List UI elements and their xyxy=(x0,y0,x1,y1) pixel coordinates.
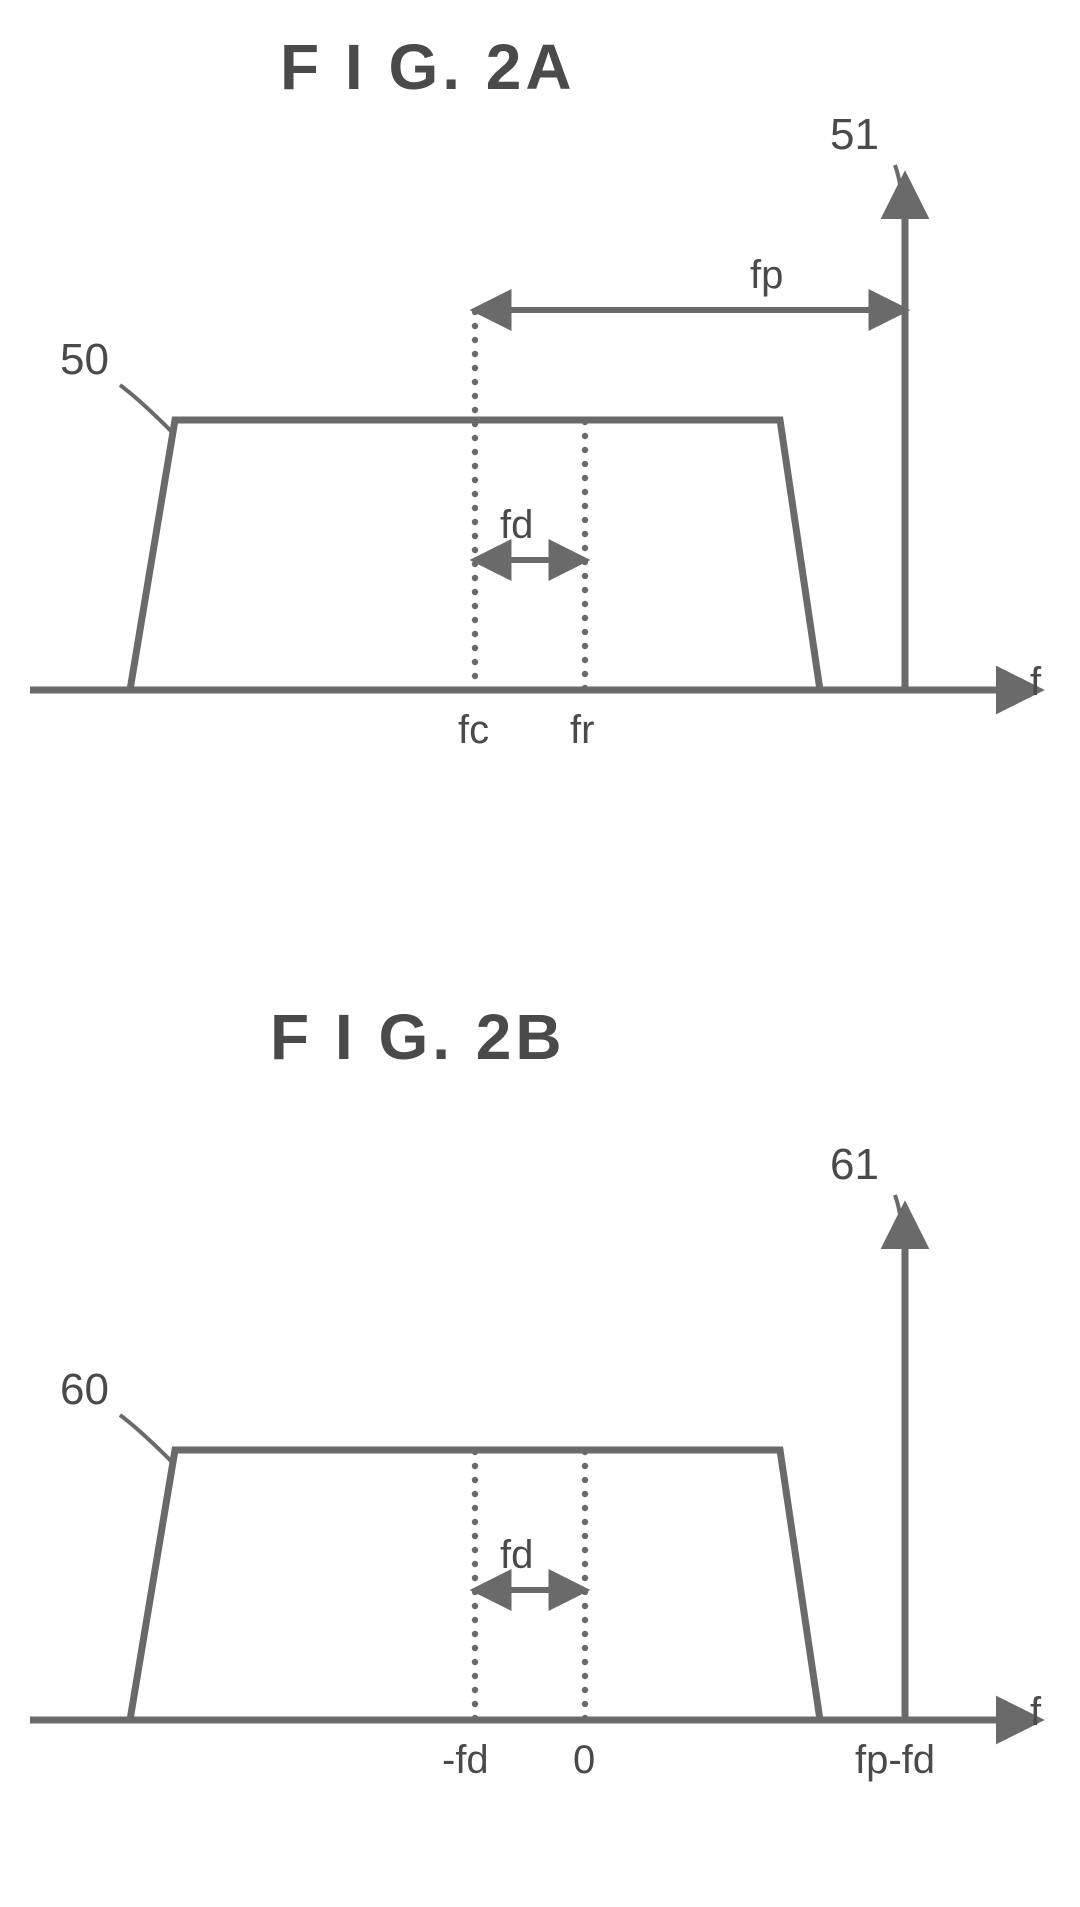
fp-minus-fd-label: fp-fd xyxy=(855,1738,935,1783)
callout-50-text: 50 xyxy=(60,335,109,385)
axis-f-label-a: f xyxy=(1030,660,1041,705)
fc-label: fc xyxy=(458,708,489,753)
fp-label: fp xyxy=(750,253,783,298)
fig-2b-diagram xyxy=(0,960,1080,1860)
callout-61-lead xyxy=(895,1195,902,1240)
axis-f-label-b: f xyxy=(1030,1690,1041,1735)
fd-label-a: fd xyxy=(500,503,533,548)
trapezoid-60 xyxy=(130,1450,820,1720)
fd-label-b: fd xyxy=(500,1533,533,1578)
fr-label: fr xyxy=(570,708,594,753)
callout-51-lead xyxy=(895,165,902,210)
minus-fd-label: -fd xyxy=(442,1738,489,1783)
zero-label: 0 xyxy=(573,1738,595,1783)
fig-2a-diagram xyxy=(0,0,1080,800)
callout-61-text: 61 xyxy=(830,1140,879,1190)
callout-50-lead xyxy=(120,385,172,432)
callout-51-text: 51 xyxy=(830,110,879,160)
callout-60-text: 60 xyxy=(60,1365,109,1415)
callout-60-lead xyxy=(120,1415,172,1462)
